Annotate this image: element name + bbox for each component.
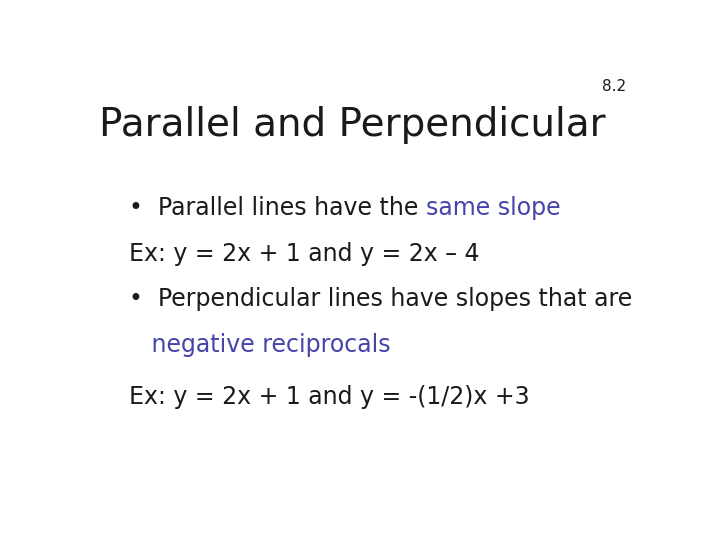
Text: negative reciprocals: negative reciprocals (129, 333, 391, 357)
Text: •  Perpendicular lines have slopes that are: • Perpendicular lines have slopes that a… (129, 287, 632, 311)
Text: Ex: y = 2x + 1 and y = -(1/2)x +3: Ex: y = 2x + 1 and y = -(1/2)x +3 (129, 385, 530, 409)
Text: Parallel and Perpendicular: Parallel and Perpendicular (99, 106, 606, 144)
Text: Ex: y = 2x + 1 and y = 2x – 4: Ex: y = 2x + 1 and y = 2x – 4 (129, 241, 480, 266)
Text: •  Parallel lines have the: • Parallel lines have the (129, 196, 426, 220)
Text: same slope: same slope (426, 196, 561, 220)
Text: 8.2: 8.2 (601, 79, 626, 94)
